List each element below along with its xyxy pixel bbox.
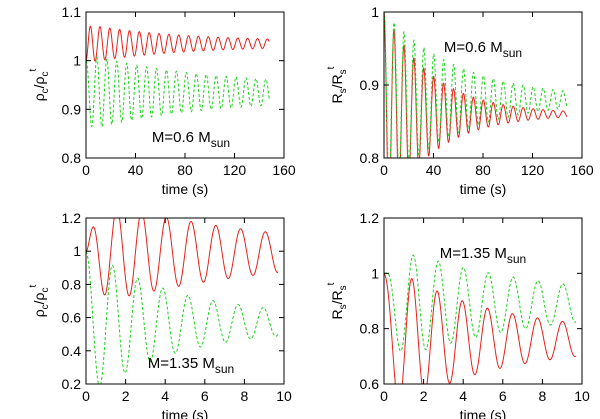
ytick-label: 0.4 xyxy=(62,343,82,359)
y-axis-label-part: /ρ xyxy=(31,76,47,88)
plot-frame-bl xyxy=(85,217,285,385)
y-axis-label: Rs/Rst xyxy=(326,66,349,103)
xtick-label: 0 xyxy=(380,162,388,178)
ytick-label: 1.2 xyxy=(360,210,380,226)
y-axis-label: ρc/ρct xyxy=(28,284,51,317)
xtick-label: 2 xyxy=(420,388,428,404)
ytick-label: 1 xyxy=(371,4,379,20)
ytick-label: 1.2 xyxy=(62,210,82,226)
plot-frame-tr xyxy=(383,11,583,159)
series-red-br xyxy=(383,273,577,385)
y-axis-label-part: c xyxy=(40,287,51,292)
xtick-label: 160 xyxy=(272,162,296,178)
y-axis-label-part: s xyxy=(338,88,349,93)
ytick-label: 0.8 xyxy=(360,321,380,337)
y-axis-label-part: t xyxy=(326,66,337,69)
annotation-sub: sun xyxy=(503,46,522,60)
y-axis-label: ρc/ρct xyxy=(28,68,51,101)
y-axis-label-part: R xyxy=(329,93,345,103)
ytick-label: 0.8 xyxy=(360,150,380,166)
ytick-label: 0.9 xyxy=(62,101,82,117)
series-red-bl xyxy=(85,217,279,297)
y-axis-label-part: /R xyxy=(329,290,345,304)
series-red-tl xyxy=(85,25,270,62)
xtick-label: 8 xyxy=(241,388,249,404)
xtick-label: 80 xyxy=(475,162,491,178)
xtick-label: 120 xyxy=(223,162,247,178)
ytick-label: 0.9 xyxy=(360,77,380,93)
annotation-sub: sun xyxy=(211,136,230,150)
xtick-label: 8 xyxy=(539,388,547,404)
annotation-sub: sun xyxy=(507,252,526,266)
annotation-text: M=0.6 M xyxy=(444,39,503,56)
xtick-label: 40 xyxy=(426,162,442,178)
ytick-label: 1 xyxy=(73,53,81,69)
annotation-sub: sun xyxy=(215,362,234,376)
ytick-label: 0.8 xyxy=(62,276,82,292)
mass-annotation: M=0.6 Msun xyxy=(152,129,230,150)
xtick-label: 40 xyxy=(128,162,144,178)
x-axis-label: time (s) xyxy=(460,407,507,419)
ytick-label: 0.2 xyxy=(62,376,82,392)
y-axis-label-part: s xyxy=(338,69,349,74)
y-axis-label-part: R xyxy=(329,309,345,319)
xtick-label: 4 xyxy=(161,388,169,404)
x-axis-label: time (s) xyxy=(460,181,507,197)
series-red-tr xyxy=(383,11,568,159)
ytick-label: 0.8 xyxy=(62,150,82,166)
xtick-label: 80 xyxy=(177,162,193,178)
annotation-text: M=1.35 M xyxy=(440,245,507,262)
y-axis-label-part: ρ xyxy=(31,93,47,101)
mass-annotation: M=0.6 Msun xyxy=(444,39,522,60)
xtick-label: 0 xyxy=(82,162,90,178)
x-axis-label: time (s) xyxy=(162,407,209,419)
xtick-label: 0 xyxy=(82,388,90,404)
xtick-label: 6 xyxy=(201,388,209,404)
ytick-label: 1 xyxy=(73,243,81,259)
ytick-label: 1.1 xyxy=(62,4,82,20)
series-green-br xyxy=(383,254,577,352)
xtick-label: 6 xyxy=(499,388,507,404)
xtick-label: 10 xyxy=(276,388,292,404)
y-axis-label-part: c xyxy=(40,88,51,93)
ytick-label: 1 xyxy=(371,265,379,281)
xtick-label: 4 xyxy=(459,388,467,404)
annotation-text: M=1.35 M xyxy=(148,355,215,372)
xtick-label: 160 xyxy=(570,162,594,178)
y-axis-label-part: /R xyxy=(329,74,345,88)
x-axis-label: time (s) xyxy=(162,181,209,197)
y-axis-label: Rs/Rst xyxy=(326,282,349,319)
annotation-text: M=0.6 M xyxy=(152,129,211,146)
y-axis-label-part: s xyxy=(338,304,349,309)
series-green-tl xyxy=(85,56,270,128)
xtick-label: 10 xyxy=(574,388,590,404)
plot-frame-br xyxy=(383,217,583,385)
xtick-label: 120 xyxy=(521,162,545,178)
y-axis-label-part: c xyxy=(40,71,51,76)
mass-annotation: M=1.35 Msun xyxy=(148,355,234,376)
y-axis-label-part: s xyxy=(338,285,349,290)
ytick-label: 0.6 xyxy=(360,376,380,392)
xtick-label: 2 xyxy=(122,388,130,404)
series-green-tr xyxy=(383,11,568,159)
y-axis-label-part: t xyxy=(28,68,39,71)
y-axis-label-part: ρ xyxy=(31,309,47,317)
y-axis-label-part: c xyxy=(40,304,51,309)
y-axis-label-part: t xyxy=(326,282,337,285)
mass-annotation: M=1.35 Msun xyxy=(440,245,526,266)
y-axis-label-part: /ρ xyxy=(31,292,47,304)
ytick-label: 0.6 xyxy=(62,310,82,326)
xtick-label: 0 xyxy=(380,388,388,404)
series-green-bl xyxy=(85,250,279,385)
y-axis-label-part: t xyxy=(28,284,39,287)
